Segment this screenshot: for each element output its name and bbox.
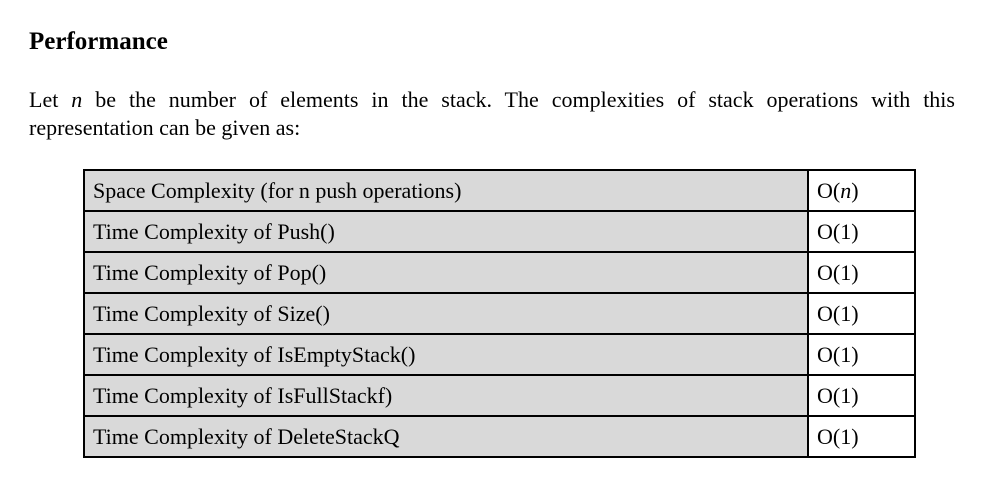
complexity-cell: O(1) <box>807 415 916 458</box>
operation-cell: Time Complexity of DeleteStackQ <box>83 415 809 458</box>
operation-cell: Space Complexity (for n push operations) <box>83 169 809 212</box>
complexity-variable: n <box>840 177 852 203</box>
complexity-prefix: O( <box>817 177 841 203</box>
complexity-cell: O(1) <box>807 251 916 294</box>
operation-cell: Time Complexity of IsEmptyStack() <box>83 333 809 376</box>
complexity-cell: O(n) <box>807 169 916 212</box>
table-row: Time Complexity of IsFullStackf) O(1) <box>83 374 916 417</box>
intro-paragraph: Let n be the number of elements in the s… <box>29 86 955 142</box>
operation-cell: Time Complexity of Pop() <box>83 251 809 294</box>
table-row: Space Complexity (for n push operations)… <box>83 169 916 212</box>
table-row: Time Complexity of Size() O(1) <box>83 292 916 335</box>
intro-text-start: Let <box>29 87 72 112</box>
operation-cell: Time Complexity of IsFullStackf) <box>83 374 809 417</box>
intro-variable: n <box>71 87 83 112</box>
section-heading: Performance <box>29 28 168 55</box>
complexity-cell: O(1) <box>807 292 916 335</box>
table-row: Time Complexity of DeleteStackQ O(1) <box>83 415 916 458</box>
table-row: Time Complexity of IsEmptyStack() O(1) <box>83 333 916 376</box>
intro-text-end: be the number of elements in the stack. … <box>29 87 955 140</box>
operation-cell: Time Complexity of Push() <box>83 210 809 253</box>
operation-cell: Time Complexity of Size() <box>83 292 809 335</box>
table-row: Time Complexity of Push() O(1) <box>83 210 916 253</box>
complexity-cell: O(1) <box>807 210 916 253</box>
complexity-suffix: ) <box>851 177 859 203</box>
complexity-cell: O(1) <box>807 333 916 376</box>
table-row: Time Complexity of Pop() O(1) <box>83 251 916 294</box>
complexity-cell: O(1) <box>807 374 916 417</box>
complexity-table: Space Complexity (for n push operations)… <box>83 169 916 458</box>
